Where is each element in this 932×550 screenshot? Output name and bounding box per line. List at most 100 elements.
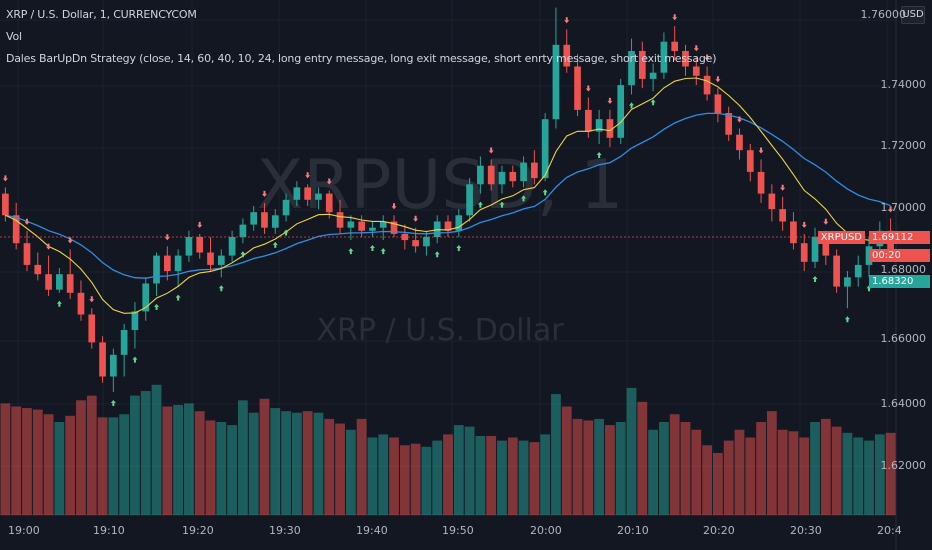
volume-bar	[173, 404, 184, 515]
candle-body	[228, 237, 236, 256]
time-label: 20:4	[877, 524, 902, 537]
candle-body	[77, 292, 85, 315]
candle-body	[99, 342, 106, 377]
ma-slow-line	[5, 112, 891, 279]
volume-bar	[810, 422, 820, 515]
short-marker-icon	[261, 190, 267, 197]
candle-body	[412, 240, 419, 247]
watermark-symbol: XRPUSD, 1	[257, 146, 624, 225]
volume-bar	[97, 417, 108, 515]
price-label-top: 1.76000	[860, 8, 907, 21]
short-marker-icon	[823, 218, 829, 225]
candle-body	[217, 255, 225, 265]
candle-body	[250, 212, 258, 225]
candle-body	[606, 119, 614, 138]
price-label: 1.62000	[880, 459, 927, 472]
volume-bar	[432, 440, 443, 515]
candle-body	[271, 215, 279, 228]
candle-body	[638, 51, 646, 79]
chart-grid	[0, 0, 897, 550]
ma-fast-line	[5, 77, 891, 314]
candle-body	[736, 134, 743, 151]
volume-bar	[853, 437, 864, 515]
volume-bar	[648, 429, 659, 515]
short-marker-icon	[888, 206, 894, 213]
candle-body	[552, 44, 560, 120]
short-marker-icon	[704, 54, 710, 61]
currency-button[interactable]: USD	[901, 6, 925, 24]
candle-body	[66, 274, 74, 293]
volume-bar	[140, 391, 151, 515]
volume-bar	[637, 401, 648, 515]
candle-body	[811, 237, 819, 262]
candle-body	[207, 252, 214, 265]
symbol-legend[interactable]: XRP / U.S. Dollar, 1, CURRENCYCOM	[6, 8, 197, 21]
volume-bar	[22, 408, 32, 515]
volume-bar	[399, 445, 410, 515]
candle-body	[315, 193, 322, 200]
candle-body	[563, 44, 571, 67]
candle-body	[746, 150, 754, 172]
long-marker-icon	[380, 248, 386, 255]
volume-bar	[389, 437, 399, 515]
volume-bar	[561, 406, 572, 515]
long-marker-icon	[844, 316, 850, 323]
time-label: 20:20	[703, 524, 735, 537]
volume-bar	[32, 409, 43, 515]
candle-body	[617, 85, 625, 138]
candle-body	[541, 119, 549, 179]
volume-bar	[497, 440, 507, 515]
candle-body	[714, 94, 722, 113]
candle-body	[466, 184, 473, 216]
price-label: 1.70000	[880, 201, 927, 214]
last-symbol-tag: XRPUSD	[817, 231, 865, 244]
candle-body	[261, 212, 268, 228]
volume-bar	[367, 437, 378, 515]
long-marker-icon	[629, 102, 635, 109]
volume-bar	[151, 384, 162, 515]
volume-bar	[443, 434, 453, 515]
volume-bar	[486, 435, 497, 515]
countdown-tag: 00:20	[869, 249, 930, 262]
candle-body	[358, 221, 365, 231]
candle-body	[110, 354, 117, 377]
candle-body	[509, 171, 517, 182]
strategy-legend[interactable]: Dales BarUpDn Strategy (close, 14, 60, 4…	[6, 52, 717, 65]
short-marker-icon	[736, 116, 742, 123]
short-marker-icon	[46, 243, 52, 250]
volume-bar	[162, 406, 173, 515]
candle-body	[574, 66, 581, 110]
volume-bar	[237, 400, 248, 515]
price-label: 1.66000	[880, 332, 927, 345]
candle-body	[56, 274, 63, 290]
long-marker-icon	[369, 245, 375, 251]
candle-body	[390, 221, 398, 234]
candle-body	[487, 165, 495, 185]
volume-bar	[864, 440, 874, 515]
candle-body	[692, 66, 700, 76]
volume-bar	[259, 398, 270, 515]
time-label: 19:30	[269, 524, 301, 537]
candle-body	[628, 51, 635, 86]
volume-bar	[605, 425, 615, 515]
long-marker-icon	[175, 294, 181, 301]
volume-bar	[65, 415, 76, 515]
volume-legend[interactable]: Vol	[6, 30, 22, 43]
volume-bar	[86, 395, 97, 515]
candle-body	[477, 165, 484, 185]
candle-body	[520, 162, 527, 182]
candle-body	[584, 109, 592, 132]
short-marker-icon	[391, 203, 397, 210]
price-label: 1.68000	[880, 263, 927, 276]
volume-bar	[0, 403, 11, 515]
candle-body	[325, 193, 333, 213]
price-label: 1.74000	[880, 78, 927, 91]
long-marker-icon	[110, 400, 116, 406]
volume-bar	[475, 435, 486, 515]
volume-bar	[270, 408, 281, 515]
volume-bar	[615, 422, 626, 515]
volume-bar	[659, 422, 669, 515]
candle-body	[336, 212, 344, 228]
short-marker-icon	[758, 147, 764, 154]
